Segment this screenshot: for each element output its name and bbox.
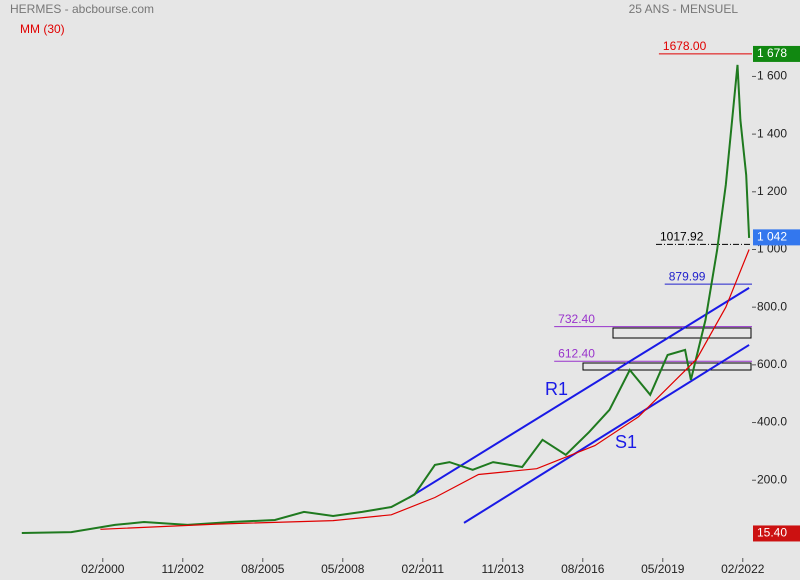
x-tick-label: 02/2011: [402, 562, 445, 576]
price-tag: [753, 45, 800, 62]
level-label: 1017.92: [660, 229, 704, 243]
y-tick-label: 1 600: [757, 69, 787, 83]
chart-title: HERMES - abcbourse.com: [10, 2, 154, 16]
x-tick-label: 05/2008: [321, 562, 365, 576]
channel-label: R1: [545, 379, 568, 399]
level-label: 612.40: [558, 346, 595, 360]
y-tick-label: 1 200: [757, 184, 787, 198]
zone: [612, 327, 752, 339]
series-line: [100, 249, 750, 530]
x-tick-label: 11/2013: [482, 562, 525, 576]
y-tick-label: 200.0: [757, 472, 787, 486]
y-tick-label: 400.0: [757, 415, 787, 429]
y-tick-label: 1 400: [757, 126, 787, 140]
zone: [582, 362, 752, 371]
price-tag-label: 1 678: [757, 46, 787, 60]
x-tick-label: 02/2000: [81, 562, 125, 576]
level-label: 879.99: [669, 269, 706, 283]
indicator-label: MM (30): [20, 22, 65, 36]
y-tick-label: 600.0: [757, 357, 787, 371]
channel-label: S1: [615, 432, 637, 452]
x-tick-label: 02/2022: [721, 562, 765, 576]
x-tick-label: 11/2002: [162, 562, 205, 576]
price-tag: [753, 229, 800, 246]
y-tick-label: 800.0: [757, 299, 787, 313]
channel-line: [408, 286, 750, 499]
series-line: [21, 64, 751, 534]
price-tag-label: 15.40: [757, 526, 787, 540]
price-tag-label: 1 042: [757, 230, 787, 244]
chart-subtitle: 25 ANS - MENSUEL: [629, 2, 739, 16]
price-tag: [753, 525, 800, 542]
x-tick-label: 05/2019: [641, 562, 685, 576]
x-tick-label: 08/2005: [241, 562, 285, 576]
x-tick-label: 08/2016: [561, 562, 605, 576]
level-label: 1678.00: [663, 39, 707, 53]
channel-line: [463, 344, 750, 524]
level-label: 732.40: [558, 312, 595, 326]
